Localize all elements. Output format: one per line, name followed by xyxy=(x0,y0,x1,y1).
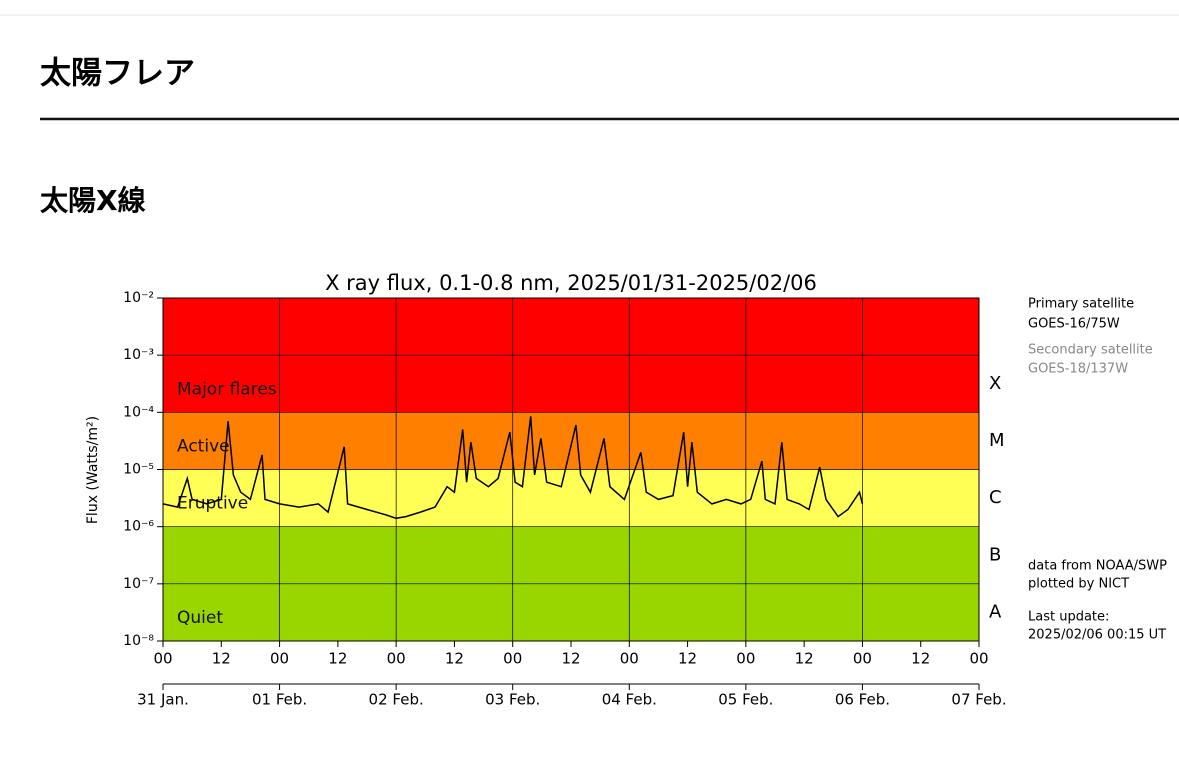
band-label: Quiet xyxy=(177,608,223,628)
band-label: Active xyxy=(177,437,230,457)
date-tick-label: 04 Feb. xyxy=(602,691,657,709)
y-axis-label: Flux (Watts/m²) xyxy=(85,416,101,524)
side-note: Secondary satellite xyxy=(1028,343,1153,358)
x-tick-label: 00 xyxy=(620,650,639,668)
side-note: GOES-18/137W xyxy=(1028,362,1128,377)
date-tick-label: 05 Feb. xyxy=(718,691,773,709)
y-tick-label: 10⁻⁸ xyxy=(123,633,154,649)
x-tick-label: 12 xyxy=(795,650,814,668)
x-tick-label: 00 xyxy=(853,650,872,668)
x-tick-label: 00 xyxy=(969,650,988,668)
flare-class: B xyxy=(989,544,1001,565)
y-tick-label: 10⁻⁴ xyxy=(123,404,154,420)
x-tick-label: 12 xyxy=(678,650,697,668)
flare-class: C xyxy=(989,487,1002,508)
x-tick-label: 00 xyxy=(503,650,522,668)
side-note: plotted by NICT xyxy=(1028,577,1129,592)
page-title: 太陽フレア xyxy=(40,56,195,92)
x-tick-label: 12 xyxy=(212,650,231,668)
flare-class: X xyxy=(989,373,1001,394)
y-tick-label: 10⁻⁶ xyxy=(123,519,154,535)
x-tick-label: 00 xyxy=(387,650,406,668)
y-tick-label: 10⁻⁵ xyxy=(123,462,154,478)
flare-class: A xyxy=(989,601,1002,622)
band-label: Eruptive xyxy=(177,494,248,514)
x-tick-label: 12 xyxy=(445,650,464,668)
flux-band xyxy=(163,412,979,470)
x-tick-label: 12 xyxy=(561,650,580,668)
x-tick-label: 00 xyxy=(736,650,755,668)
date-tick-label: 02 Feb. xyxy=(369,691,424,709)
date-tick-label: 31 Jan. xyxy=(137,691,189,709)
x-tick-label: 12 xyxy=(911,650,930,668)
x-tick-label: 00 xyxy=(153,650,172,668)
section-title: 太陽X線 xyxy=(40,184,146,217)
side-note: Primary satellite xyxy=(1028,297,1134,312)
date-tick-label: 06 Feb. xyxy=(835,691,890,709)
side-note: Last update: xyxy=(1028,610,1109,625)
flux-line xyxy=(162,416,864,520)
flare-class: M xyxy=(989,430,1005,451)
y-tick-label: 10⁻³ xyxy=(123,347,154,363)
side-note: GOES-16/75W xyxy=(1028,317,1120,332)
side-note: 2025/02/06 00:15 UT xyxy=(1028,628,1166,643)
flux-band xyxy=(163,469,979,527)
chart-title: X ray flux, 0.1-0.8 nm, 2025/01/31-2025/… xyxy=(325,271,817,295)
y-tick-label: 10⁻² xyxy=(123,290,154,306)
band-label: Major flares xyxy=(177,379,277,399)
x-tick-label: 12 xyxy=(328,650,347,668)
side-note: data from NOAA/SWP xyxy=(1028,559,1167,574)
date-tick-label: 01 Feb. xyxy=(252,691,307,709)
y-tick-label: 10⁻⁷ xyxy=(123,576,154,592)
x-tick-label: 00 xyxy=(270,650,289,668)
date-tick-label: 03 Feb. xyxy=(485,691,540,709)
plot-frame xyxy=(162,297,980,642)
date-tick-label: 07 Feb. xyxy=(951,691,1006,709)
